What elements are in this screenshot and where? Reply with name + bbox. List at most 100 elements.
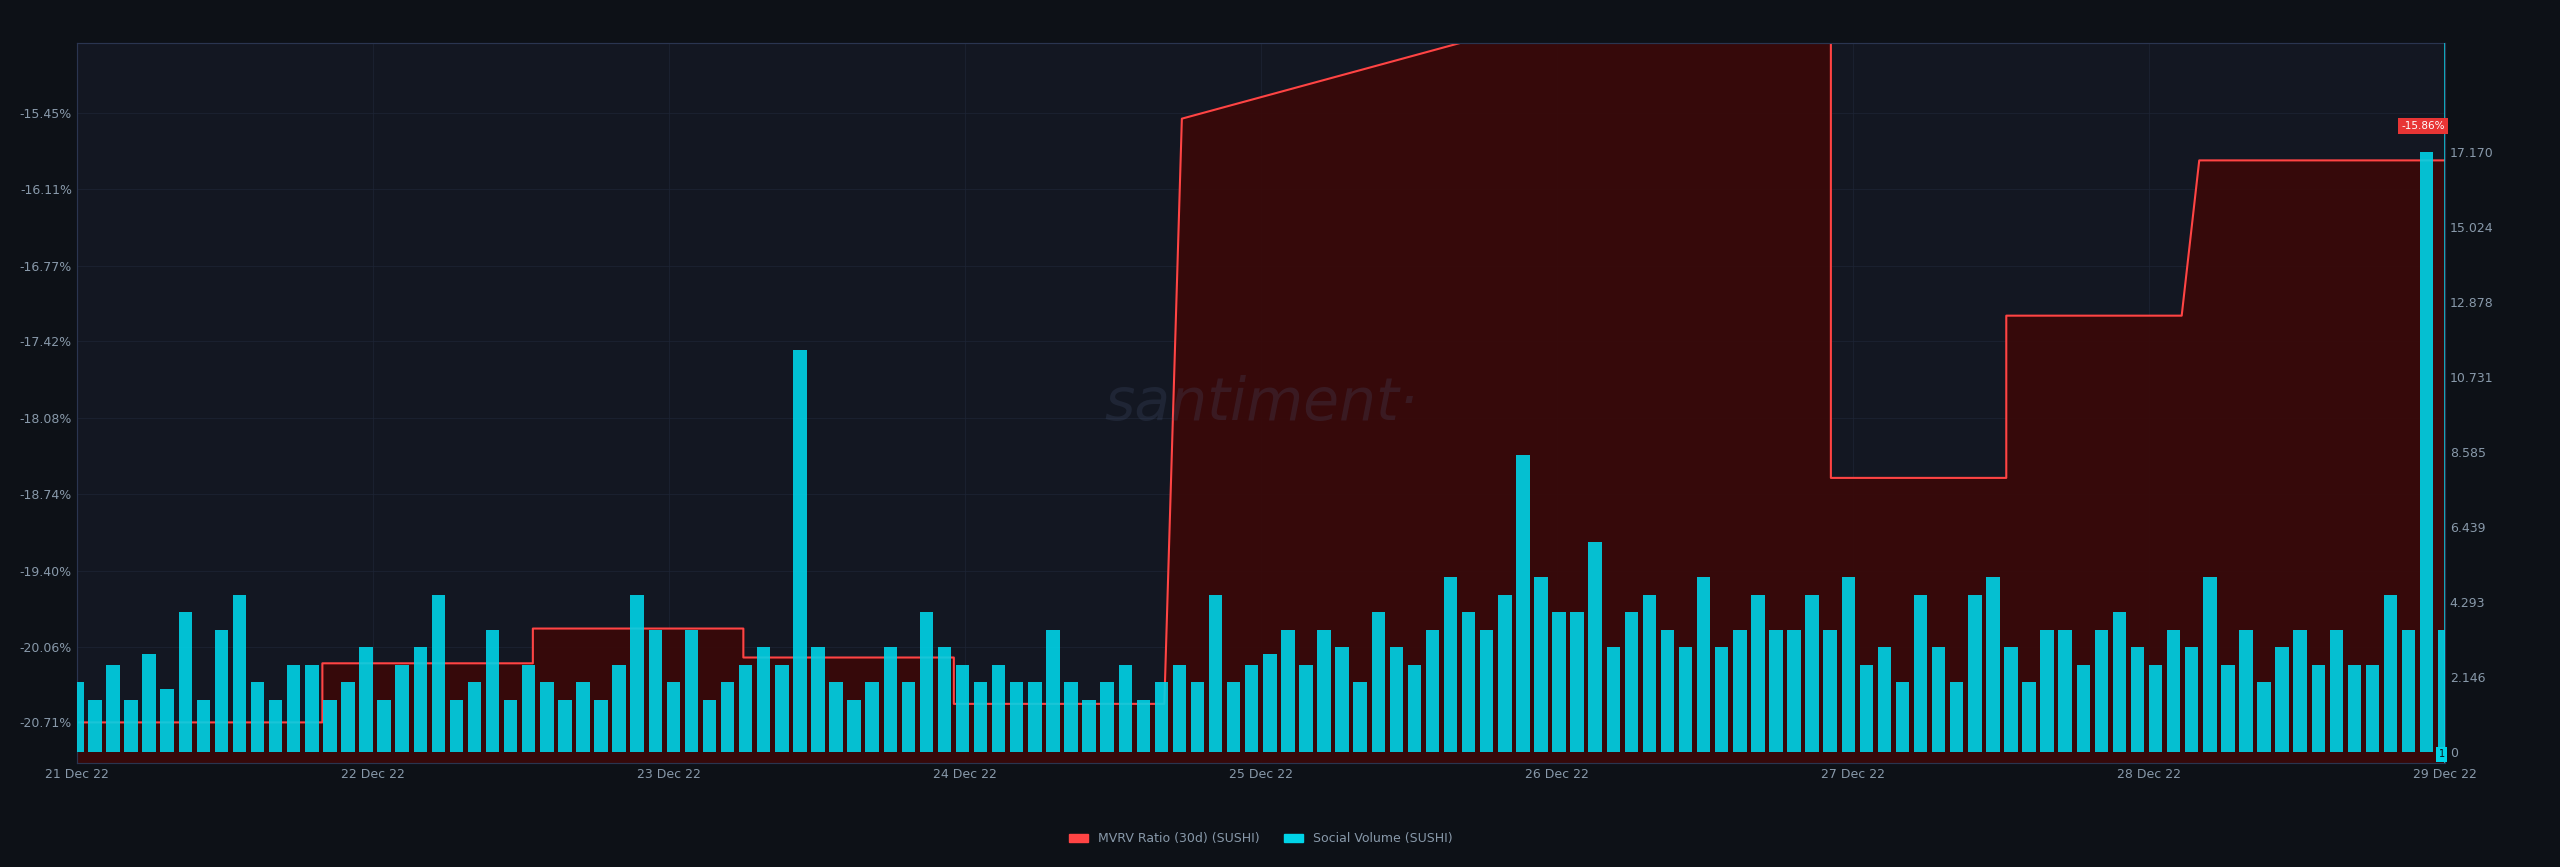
Bar [612,665,625,753]
Bar [2437,630,2452,753]
Bar [2004,648,2017,753]
Bar [648,630,663,753]
Bar [1262,655,1277,753]
Bar [1533,577,1549,753]
Bar [1644,595,1656,753]
Bar [125,700,138,753]
Bar [812,648,824,753]
Bar [2058,630,2071,753]
Bar [197,700,210,753]
Bar [1951,682,1964,753]
Bar [105,665,120,753]
Bar [1226,682,1242,753]
Bar [1083,700,1096,753]
Bar [740,665,753,753]
Bar [865,682,878,753]
Bar [1805,595,1818,753]
Bar [2276,648,2289,753]
Bar [1190,682,1203,753]
Bar [143,655,156,753]
Bar [522,665,535,753]
Bar [251,682,264,753]
Bar [722,682,735,753]
Bar [973,682,988,753]
Bar [666,682,681,753]
Bar [69,682,84,753]
Bar [358,648,374,753]
Bar [1876,648,1892,753]
Bar [468,682,481,753]
Bar [451,700,463,753]
Bar [2076,665,2089,753]
Bar [1011,682,1024,753]
Bar [1280,630,1295,753]
Bar [394,665,410,753]
Bar [1300,665,1313,753]
Bar [901,682,914,753]
Bar [1029,682,1042,753]
Bar [287,665,300,753]
Bar [1841,577,1856,753]
Bar [376,700,392,753]
Bar [1969,595,1981,753]
Bar [2040,630,2053,753]
Bar [269,700,282,753]
Bar [776,665,788,753]
Bar [794,350,806,753]
Bar [1769,630,1782,753]
Bar [2166,630,2181,753]
Bar [2401,630,2417,753]
Bar [919,612,932,753]
Bar [2204,577,2217,753]
Bar [87,700,102,753]
Bar [1608,648,1620,753]
Bar [1372,612,1385,753]
Bar [576,682,589,753]
Bar [1915,595,1928,753]
Bar [1516,455,1531,753]
Bar [2294,630,2307,753]
Bar [1661,630,1674,753]
Bar [161,689,174,753]
Bar [758,648,771,753]
Bar [847,700,860,753]
Bar [1408,665,1421,753]
Bar [504,700,517,753]
Bar [540,682,553,753]
Bar [486,630,499,753]
Bar [340,682,356,753]
Bar [684,630,699,753]
Bar [2112,612,2127,753]
Bar [991,665,1006,753]
Bar [704,700,717,753]
Bar [1987,577,1999,753]
Bar [1480,630,1492,753]
Bar [883,648,896,753]
Bar [2148,665,2163,753]
Bar [2348,665,2360,753]
Bar [1462,612,1475,753]
Bar [1172,665,1185,753]
Bar [1733,630,1746,753]
Legend: MVRV Ratio (30d) (SUSHI), Social Volume (SUSHI): MVRV Ratio (30d) (SUSHI), Social Volume … [1065,827,1457,851]
Bar [1354,682,1367,753]
Bar [1626,612,1638,753]
Bar [829,682,842,753]
Bar [2130,648,2145,753]
Bar [1551,612,1567,753]
Bar [2240,630,2253,753]
Bar [2222,665,2235,753]
Bar [1569,612,1585,753]
Bar [1751,595,1764,753]
Text: -15.86%: -15.86% [2401,121,2445,131]
Bar [1444,577,1457,753]
Bar [305,665,317,753]
Bar [2365,665,2378,753]
Bar [1823,630,1838,753]
Bar [937,648,952,753]
Bar [1697,577,1710,753]
Bar [1859,665,1874,753]
Bar [594,700,607,753]
Bar [1137,700,1149,753]
Bar [215,630,228,753]
